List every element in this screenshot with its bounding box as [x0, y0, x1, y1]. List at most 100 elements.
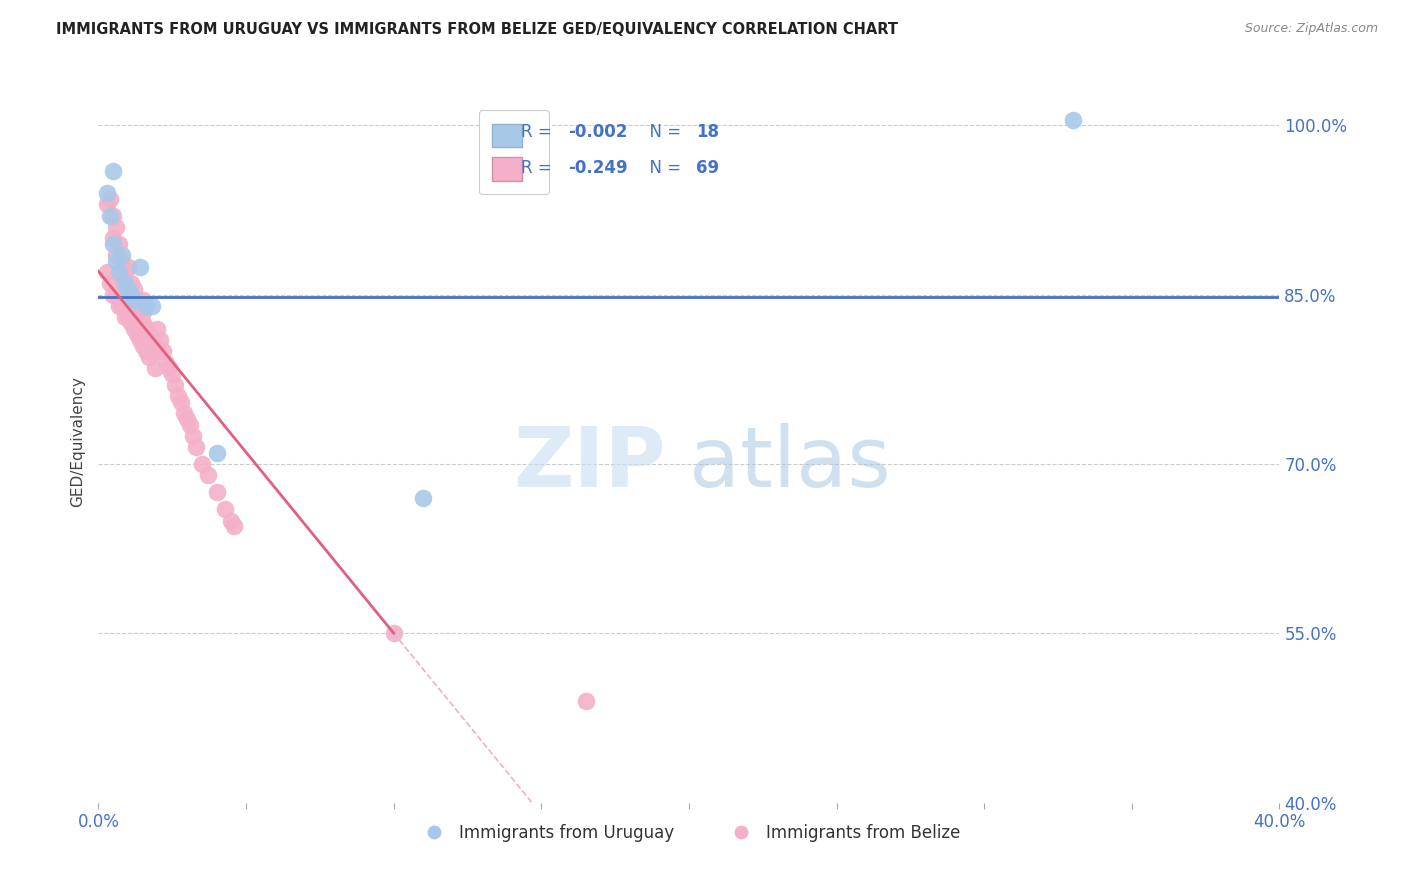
Point: [103, 237, 125, 252]
Point: [117, 282, 139, 296]
Point: [143, 361, 166, 376]
Point: [132, 304, 155, 318]
Point: [165, 378, 187, 392]
Point: [382, 626, 405, 640]
Point: [125, 327, 148, 342]
Point: [128, 299, 150, 313]
Point: [135, 321, 157, 335]
Text: IMMIGRANTS FROM URUGUAY VS IMMIGRANTS FROM BELIZE GED/EQUIVALENCY CORRELATION CH: IMMIGRANTS FROM URUGUAY VS IMMIGRANTS FR…: [56, 22, 898, 37]
Point: [117, 287, 139, 301]
Point: [135, 344, 157, 359]
Text: R =: R =: [522, 160, 557, 178]
Point: [96, 197, 118, 211]
Point: [143, 338, 166, 352]
Point: [179, 417, 201, 432]
Point: [105, 248, 128, 262]
Point: [157, 361, 180, 376]
Point: [128, 333, 150, 347]
Point: [114, 277, 136, 291]
Point: [176, 412, 198, 426]
Point: [132, 338, 155, 352]
Point: [138, 350, 160, 364]
Point: [167, 389, 190, 403]
Point: [197, 468, 219, 483]
Text: atlas: atlas: [689, 423, 890, 504]
Point: [114, 277, 136, 291]
Text: -0.002: -0.002: [568, 123, 628, 141]
Point: [149, 333, 172, 347]
Text: ZIP: ZIP: [513, 423, 665, 504]
Point: [146, 344, 169, 359]
Point: [111, 299, 134, 313]
Point: [103, 287, 125, 301]
Point: [96, 186, 118, 201]
Point: [111, 253, 134, 268]
Point: [181, 429, 204, 443]
Point: [103, 209, 125, 223]
Text: 18: 18: [696, 123, 718, 141]
Point: [125, 293, 148, 308]
Point: [128, 260, 150, 274]
Point: [122, 282, 145, 296]
Point: [117, 260, 139, 274]
Text: N =: N =: [640, 160, 686, 178]
Point: [575, 694, 598, 708]
Point: [108, 265, 131, 279]
Point: [98, 209, 121, 223]
Point: [105, 220, 128, 235]
Point: [155, 355, 177, 369]
Point: [128, 310, 150, 325]
Point: [122, 293, 145, 308]
Point: [111, 248, 134, 262]
Point: [224, 519, 246, 533]
Point: [114, 265, 136, 279]
Point: [120, 316, 142, 330]
Point: [170, 395, 193, 409]
Point: [108, 237, 131, 252]
Point: [117, 310, 139, 325]
Text: R =: R =: [522, 123, 557, 141]
Point: [98, 192, 121, 206]
Point: [111, 270, 134, 285]
Point: [135, 299, 157, 313]
Point: [138, 327, 160, 342]
Point: [221, 514, 243, 528]
Point: [205, 446, 228, 460]
Point: [191, 457, 214, 471]
Point: [412, 491, 434, 505]
Point: [141, 333, 163, 347]
Point: [114, 310, 136, 325]
Point: [1062, 112, 1084, 127]
Point: [103, 231, 125, 245]
Text: 69: 69: [696, 160, 718, 178]
Point: [98, 277, 121, 291]
Text: -0.249: -0.249: [568, 160, 628, 178]
Point: [141, 299, 163, 313]
Point: [146, 321, 169, 335]
Point: [103, 163, 125, 178]
Point: [132, 316, 155, 330]
Point: [117, 282, 139, 296]
Point: [184, 440, 207, 454]
Y-axis label: GED/Equivalency: GED/Equivalency: [70, 376, 86, 507]
Point: [120, 293, 142, 308]
Point: [125, 304, 148, 318]
Point: [173, 406, 195, 420]
Point: [108, 265, 131, 279]
Point: [105, 287, 128, 301]
Point: [122, 299, 145, 313]
Text: Source: ZipAtlas.com: Source: ZipAtlas.com: [1244, 22, 1378, 36]
Point: [120, 277, 142, 291]
Point: [108, 299, 131, 313]
Point: [205, 485, 228, 500]
Point: [214, 502, 236, 516]
Point: [122, 321, 145, 335]
Legend: Immigrants from Uruguay, Immigrants from Belize: Immigrants from Uruguay, Immigrants from…: [411, 817, 967, 848]
Point: [152, 344, 174, 359]
Point: [96, 265, 118, 279]
Point: [162, 367, 183, 381]
Text: N =: N =: [640, 123, 686, 141]
Point: [120, 287, 142, 301]
Point: [132, 293, 155, 308]
Point: [105, 253, 128, 268]
